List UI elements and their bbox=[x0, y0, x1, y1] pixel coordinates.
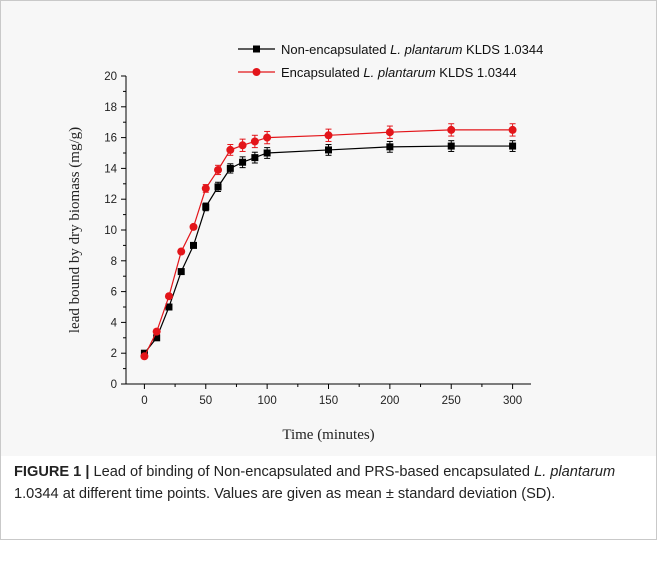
data-point-circle bbox=[201, 184, 210, 193]
legend-label-prefix: Encapsulated bbox=[281, 65, 363, 80]
series-non-encapsulated bbox=[140, 140, 517, 357]
figure-caption: FIGURE 1 | Lead of binding of Non-encaps… bbox=[14, 462, 644, 505]
legend-label-species: L. plantarum bbox=[363, 65, 435, 80]
data-point-circle bbox=[140, 352, 149, 361]
data-point-square bbox=[165, 303, 173, 311]
data-point-circle bbox=[164, 292, 173, 301]
legend-label: Non-encapsulated L. plantarum KLDS 1.034… bbox=[281, 42, 543, 57]
x-tick-label: 200 bbox=[380, 395, 399, 407]
caption-text-after: 1.0344 at different time points. Values … bbox=[14, 485, 556, 502]
data-point-circle bbox=[324, 131, 333, 140]
x-axis-title: Time (minutes) bbox=[282, 427, 374, 443]
data-point-circle bbox=[263, 133, 272, 142]
legend-label-suffix: KLDS 1.0344 bbox=[462, 42, 543, 57]
data-point-circle bbox=[226, 145, 235, 154]
y-axis-title: lead bound by dry biomass (mg/g) bbox=[67, 127, 83, 333]
data-point-circle bbox=[214, 165, 223, 174]
data-point-square bbox=[202, 203, 210, 211]
y-tick-label: 4 bbox=[111, 317, 118, 329]
data-point-square bbox=[251, 154, 259, 162]
y-tick-label: 0 bbox=[111, 379, 117, 391]
series-layer bbox=[140, 123, 517, 361]
data-point-circle bbox=[152, 327, 161, 336]
chart-panel: 0 2 4 6 8 10 12 14 16 18 20 0 50 100 150 200 250 300 Non-… bbox=[1, 1, 656, 456]
data-point-circle bbox=[189, 222, 198, 231]
x-tick-label: 100 bbox=[258, 395, 277, 407]
y-tick-label: 2 bbox=[111, 348, 117, 360]
data-point-square bbox=[239, 158, 247, 166]
figure-container: 0 2 4 6 8 10 12 14 16 18 20 0 50 100 150 200 250 300 Non-… bbox=[0, 0, 657, 540]
data-point-square bbox=[447, 142, 455, 150]
data-point-square bbox=[190, 241, 197, 249]
y-tick-label: 16 bbox=[104, 133, 117, 145]
legend-marker-circle bbox=[252, 68, 261, 76]
data-point-square bbox=[226, 164, 234, 172]
figure-label: FIGURE 1 | bbox=[14, 464, 90, 480]
x-tick-label: 300 bbox=[503, 395, 522, 407]
caption-text-before: Lead of binding of Non-encapsulated and … bbox=[89, 464, 535, 480]
y-tick-label: 18 bbox=[104, 102, 117, 114]
series-line bbox=[143, 145, 513, 354]
data-point-circle bbox=[250, 137, 259, 146]
y-tick-label: 8 bbox=[111, 256, 117, 268]
y-tick-label: 20 bbox=[104, 71, 117, 83]
legend-label-species: L. plantarum bbox=[390, 42, 462, 57]
y-tick-label: 6 bbox=[111, 287, 117, 299]
legend-label-suffix: KLDS 1.0344 bbox=[436, 65, 517, 80]
y-tick-label: 14 bbox=[104, 163, 117, 175]
data-point-square bbox=[153, 334, 161, 342]
y-tick-label: 12 bbox=[104, 194, 117, 206]
series-line bbox=[143, 129, 513, 357]
x-tick-label: 0 bbox=[141, 395, 147, 407]
data-point-circle bbox=[385, 128, 394, 137]
x-tick-label: 50 bbox=[199, 395, 212, 407]
legend-marker-square bbox=[253, 45, 260, 53]
data-point-square bbox=[214, 183, 222, 191]
data-point-square bbox=[386, 143, 394, 151]
x-tick-label: 150 bbox=[319, 395, 338, 407]
series-encapsulated bbox=[140, 123, 517, 361]
data-point-circle bbox=[508, 125, 517, 134]
legend-label-prefix: Non-encapsulated bbox=[281, 42, 390, 57]
data-point-square bbox=[325, 146, 332, 154]
data-point-circle bbox=[177, 247, 186, 256]
data-point-square bbox=[263, 149, 271, 157]
y-tick-label: 10 bbox=[104, 225, 117, 237]
data-point-circle bbox=[447, 125, 456, 134]
data-point-square bbox=[509, 142, 517, 150]
legend: Non-encapsulated L. plantarum KLDS 1.034… bbox=[238, 42, 543, 80]
data-point-circle bbox=[238, 141, 247, 150]
x-tick-label: 250 bbox=[442, 395, 461, 407]
legend-label: Encapsulated L. plantarum KLDS 1.0344 bbox=[281, 65, 517, 80]
caption-species: L. plantarum bbox=[534, 464, 616, 480]
data-point-square bbox=[177, 268, 185, 276]
